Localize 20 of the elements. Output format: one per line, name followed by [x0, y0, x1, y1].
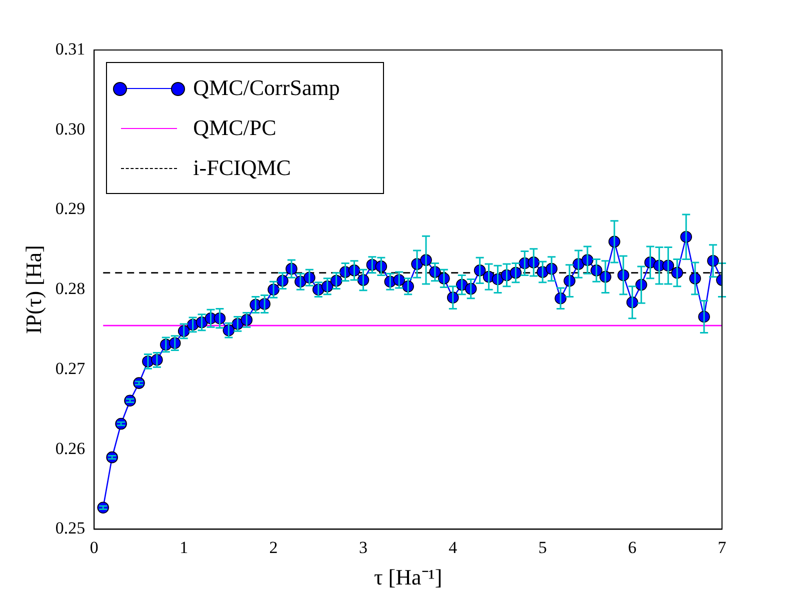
y-tick-label: 0.25 — [55, 518, 86, 538]
x-tick-label: 7 — [718, 538, 727, 557]
x-tick-label: 5 — [538, 538, 547, 557]
x-tick-label: 3 — [358, 538, 368, 557]
x-axis-title: τ [Ha⁻¹] — [374, 564, 442, 590]
legend-label: QMC/CorrSamp — [193, 75, 340, 101]
x-tick-label: 1 — [180, 538, 188, 557]
legend-label: QMC/PC — [193, 115, 276, 141]
x-tick-label: 0 — [90, 538, 98, 557]
x-tick-label: 2 — [269, 538, 278, 557]
y-tick-label: 0.27 — [55, 358, 86, 378]
y-tick-label: 0.30 — [55, 119, 86, 138]
y-tick-label: 0.29 — [55, 199, 86, 218]
y-axis-title: IP(τ) [Ha] — [20, 245, 46, 334]
y-tick-label: 0.31 — [55, 39, 86, 58]
x-tick-label: 4 — [448, 538, 458, 557]
y-tick-label: 0.26 — [55, 438, 86, 458]
x-tick-label: 6 — [628, 538, 637, 557]
y-tick-label: 0.28 — [55, 279, 86, 298]
legend-label: i-FCIQMC — [193, 155, 291, 181]
